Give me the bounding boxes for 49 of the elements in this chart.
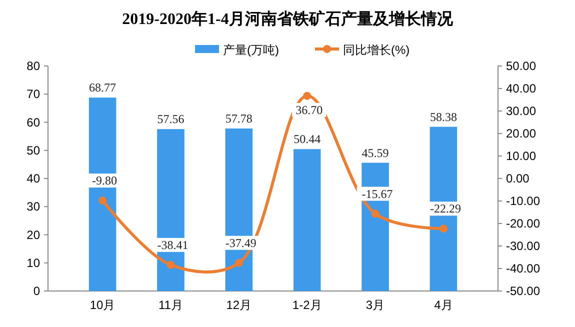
y-tick-label: 50 [26,143,40,158]
point [234,258,243,267]
y-tick-label: 0 [33,284,40,298]
y2-tick-label: -30.00 [506,239,540,253]
y2-tick-label: 0.00 [506,172,530,186]
data-label: 45.59 [362,146,389,160]
x-tick-label: 12月 [226,298,252,312]
y-tick-label: 10 [26,256,40,270]
y-tick-label: 40 [26,172,40,186]
y2-tick-label: 10.00 [506,149,536,163]
y2-tick-label: -10.00 [506,194,540,208]
x-tick-label: 1-2月 [292,298,322,312]
data-label: 50.44 [294,132,321,146]
x-tick-label: 4月 [434,298,453,312]
y2-tick-label: -20.00 [506,216,540,230]
data-label: 36.70 [296,102,323,117]
y2-tick-label: 20.00 [506,126,536,140]
y2-tick-label: -40.00 [506,262,540,276]
data-label: 58.38 [430,110,457,124]
legend-label: 同比增长(%) [343,43,410,57]
y2-tick-label: 40.00 [506,82,536,96]
y-tick-label: 20 [26,228,40,242]
data-label: -38.41 [157,238,188,252]
bar [293,149,321,291]
x-tick-label: 11月 [158,298,183,312]
data-label: 68.77 [89,80,116,95]
data-label: 57.78 [225,111,252,126]
point [439,224,448,233]
legend-label: 产量(万吨) [223,43,279,57]
point [371,210,380,218]
point [98,196,107,205]
data-label: 57.56 [157,112,184,126]
y2-tick-label: 50.00 [506,59,536,73]
bar [88,98,116,291]
data-label: -22.29 [430,202,461,216]
data-label: -37.49 [225,236,256,250]
point [166,260,175,269]
y-tick-label: 80 [26,59,40,73]
chart-title: 2019-2020年1-4月河南省铁矿石产量及增长情况 [122,10,454,28]
data-label: -9.80 [92,174,118,188]
x-tick-label: 3月 [366,298,385,312]
y2-tick-label: 30.00 [506,104,536,118]
point [303,92,312,100]
y2-tick-label: -50.00 [506,284,540,298]
y-tick-label: 60 [26,115,40,130]
x-tick-label: 10月 [90,298,116,312]
data-label: -15.67 [362,186,393,201]
y-tick-label: 30 [26,200,40,214]
y-tick-label: 70 [26,87,40,102]
